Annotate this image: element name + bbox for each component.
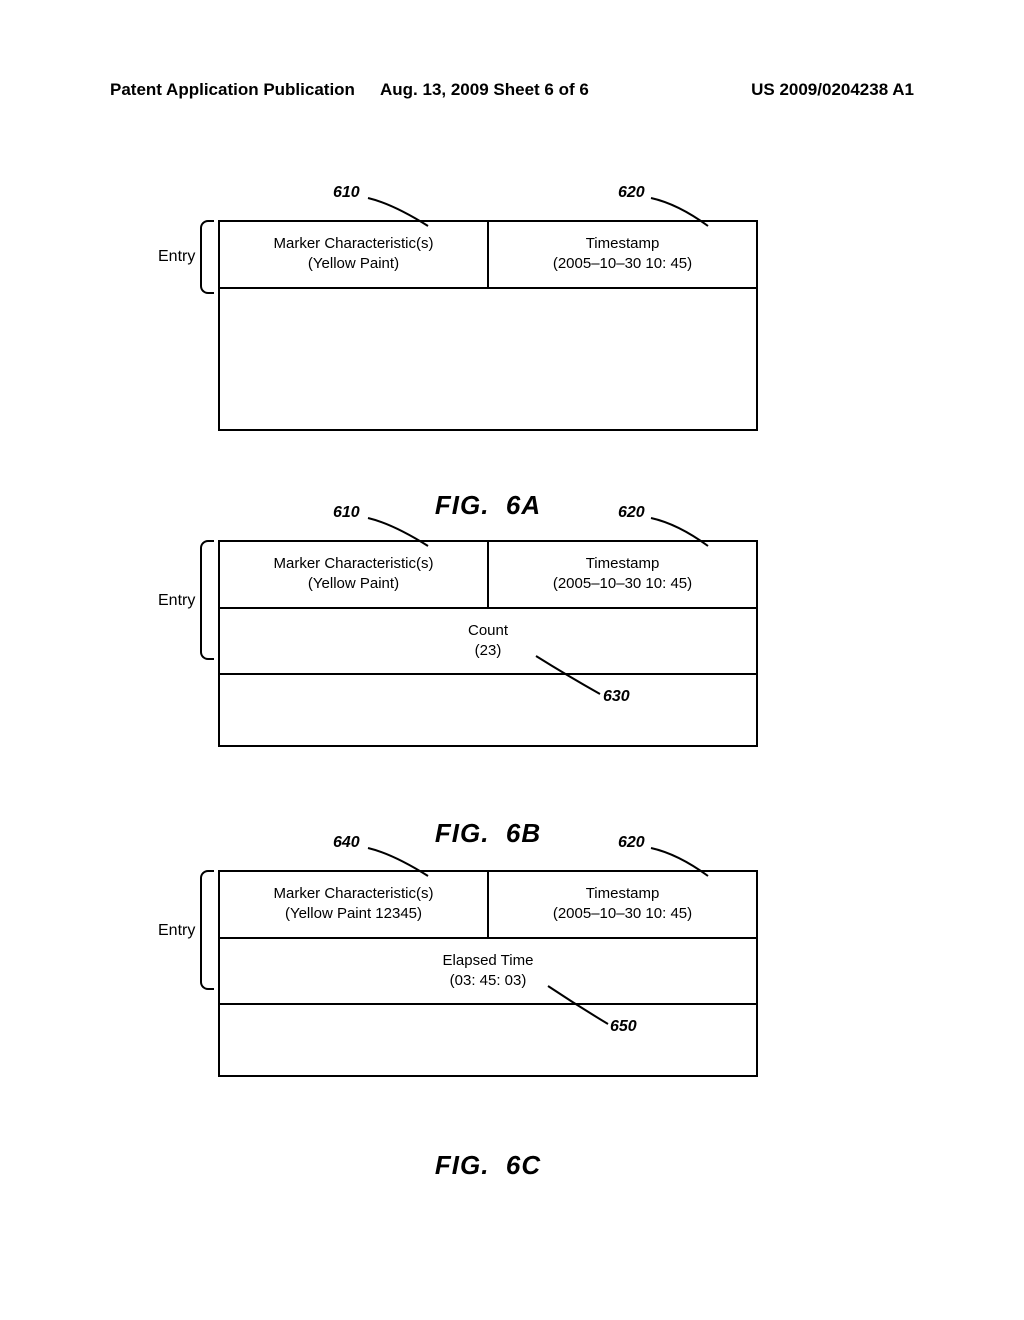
timestamp-cell-6c: Timestamp (2005–10–30 10: 45): [489, 872, 756, 937]
timestamp-value: (2005–10–30 10: 45): [497, 254, 748, 274]
table-row: Marker Characteristic(s) (Yellow Paint 1…: [220, 872, 756, 939]
timestamp-title: Timestamp: [497, 234, 748, 254]
table-row: Marker Characteristic(s) (Yellow Paint) …: [220, 222, 756, 289]
header-patent-number: US 2009/0204238 A1: [751, 80, 914, 100]
count-value: (23): [228, 641, 748, 661]
entry-bracket-6a: [200, 220, 214, 294]
ref-610: 610: [333, 184, 360, 202]
table-row: Count (23): [220, 609, 756, 676]
elapsed-value: (03: 45: 03): [228, 971, 748, 991]
figure-6a: 610 620 Entry Marker Characteristic(s) (…: [218, 220, 758, 431]
table-row: Marker Characteristic(s) (Yellow Paint) …: [220, 542, 756, 609]
marker-cell-6c: Marker Characteristic(s) (Yellow Paint 1…: [220, 872, 489, 937]
entry-bracket-6b: [200, 540, 214, 660]
table-6a: Marker Characteristic(s) (Yellow Paint) …: [218, 220, 758, 431]
caption-6a: FIG. 6A: [218, 490, 758, 521]
ref-620-b: 620: [618, 504, 645, 522]
spacer-row: [220, 1005, 756, 1075]
marker-title: Marker Characteristic(s): [228, 234, 479, 254]
elapsed-cell-6c: Elapsed Time (03: 45: 03): [220, 939, 756, 1004]
ref-630: 630: [603, 688, 630, 706]
timestamp-value: (2005–10–30 10: 45): [497, 904, 748, 924]
figure-6b: 610 620 630 Entry Marker Characteristic(…: [218, 540, 758, 747]
spacer-row: [220, 289, 756, 429]
marker-cell-6a: Marker Characteristic(s) (Yellow Paint): [220, 222, 489, 287]
count-title: Count: [228, 621, 748, 641]
timestamp-cell-6a: Timestamp (2005–10–30 10: 45): [489, 222, 756, 287]
timestamp-title: Timestamp: [497, 884, 748, 904]
caption-6c: FIG. 6C: [218, 1150, 758, 1181]
marker-cell-6b: Marker Characteristic(s) (Yellow Paint): [220, 542, 489, 607]
timestamp-cell-6b: Timestamp (2005–10–30 10: 45): [489, 542, 756, 607]
ref-620: 620: [618, 184, 645, 202]
ref-620-c: 620: [618, 834, 645, 852]
ref-640: 640: [333, 834, 360, 852]
marker-title: Marker Characteristic(s): [228, 884, 479, 904]
caption-6b: FIG. 6B: [218, 818, 758, 849]
count-cell-6b: Count (23): [220, 609, 756, 674]
ref-610-b: 610: [333, 504, 360, 522]
entry-label-6b: Entry: [158, 592, 195, 610]
header-date-sheet: Aug. 13, 2009 Sheet 6 of 6: [380, 80, 589, 100]
marker-value: (Yellow Paint 12345): [228, 904, 479, 924]
ref-650: 650: [610, 1018, 637, 1036]
entry-label-6a: Entry: [158, 248, 195, 266]
figure-6c: 640 620 650 Entry Marker Characteristic(…: [218, 870, 758, 1077]
marker-value: (Yellow Paint): [228, 574, 479, 594]
header-publication: Patent Application Publication: [110, 80, 355, 100]
elapsed-title: Elapsed Time: [228, 951, 748, 971]
table-6b: Marker Characteristic(s) (Yellow Paint) …: [218, 540, 758, 747]
entry-bracket-6c: [200, 870, 214, 990]
spacer-row: [220, 675, 756, 745]
table-6c: Marker Characteristic(s) (Yellow Paint 1…: [218, 870, 758, 1077]
page-header: Patent Application Publication Aug. 13, …: [0, 80, 1024, 100]
table-row: Elapsed Time (03: 45: 03): [220, 939, 756, 1006]
marker-title: Marker Characteristic(s): [228, 554, 479, 574]
timestamp-title: Timestamp: [497, 554, 748, 574]
entry-label-6c: Entry: [158, 922, 195, 940]
timestamp-value: (2005–10–30 10: 45): [497, 574, 748, 594]
marker-value: (Yellow Paint): [228, 254, 479, 274]
